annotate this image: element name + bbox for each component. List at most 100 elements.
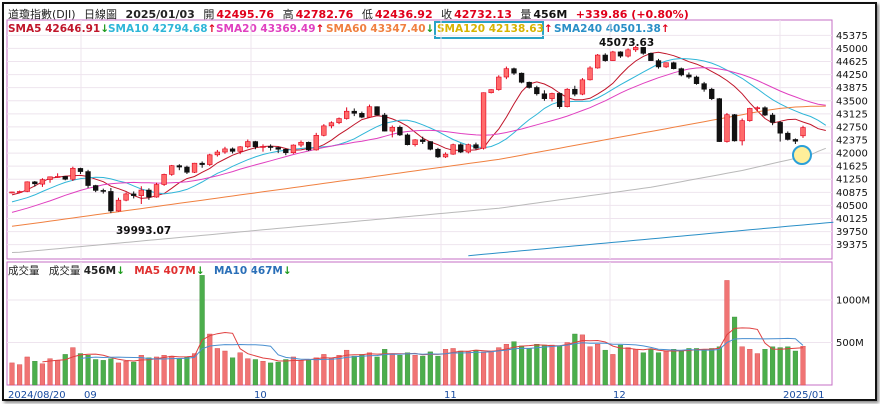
candle-body — [260, 146, 266, 148]
volume-bar — [663, 350, 669, 386]
candle-body — [678, 68, 684, 76]
close-value: 42732.13 — [454, 8, 512, 21]
candle-body — [24, 181, 30, 192]
legend-value: 42646.91 — [45, 23, 101, 35]
candle-body — [602, 54, 608, 61]
candle-body — [313, 134, 319, 151]
volume-bar — [77, 353, 84, 386]
sma120-highlight-box — [434, 21, 544, 39]
legend-label: SMA120 — [437, 23, 489, 35]
volume-bar — [519, 345, 525, 386]
volume-bar — [709, 348, 715, 386]
price-tick-label: 43125 — [836, 109, 868, 120]
legend-label: SMA5 — [8, 23, 46, 35]
volume-legend-label: 成交量 — [48, 265, 81, 277]
candle-body — [617, 51, 624, 57]
candle-body — [16, 191, 23, 193]
candle-body — [473, 144, 479, 149]
vol-ma10-label: MA10 — [213, 265, 248, 277]
change-value: +339.86 (+0.80%) — [575, 8, 689, 21]
price-tick-label: 43500 — [836, 96, 868, 107]
legend-label: SMA20 — [216, 23, 261, 35]
high-value: 42782.76 — [295, 8, 354, 21]
volume-bar — [686, 348, 692, 386]
volume-bar — [458, 350, 464, 386]
price-tick-label: 40125 — [836, 214, 868, 225]
period-label: 日線圖 — [84, 8, 118, 21]
candle-body — [77, 168, 84, 172]
candle-body — [762, 107, 768, 116]
volume-bar — [625, 347, 631, 386]
volume-bar — [480, 351, 487, 386]
candle-body — [526, 81, 532, 88]
candle-body — [800, 127, 806, 137]
price-tick-label: 40875 — [836, 188, 868, 199]
legend-sma5: SMA5 42646.91↓ — [8, 23, 109, 35]
candles — [9, 45, 806, 214]
price-tick-label: 39375 — [836, 240, 868, 251]
line-sma5 — [11, 51, 826, 199]
volume-bar — [275, 361, 281, 386]
volume-bar — [792, 350, 798, 386]
volume-ma-lines — [42, 327, 804, 363]
candle-body — [587, 67, 593, 81]
volume-bar — [800, 346, 806, 386]
volume-bar — [488, 350, 494, 386]
volume-bar — [328, 357, 335, 386]
price-tick-label: 42375 — [836, 136, 868, 147]
volume-bar — [549, 344, 555, 386]
volume-bar — [731, 316, 738, 386]
volume-bar — [427, 351, 433, 386]
volume-bars — [9, 275, 806, 386]
candle-body — [153, 184, 160, 198]
volume-bar — [62, 354, 68, 386]
candle-body — [693, 76, 700, 84]
price-tick-label: 42000 — [836, 149, 868, 160]
up-arrow-icon: ↑ — [315, 23, 325, 35]
volume-bar — [306, 359, 312, 386]
candle-body — [397, 126, 403, 136]
legend-value: 42138.63 — [488, 23, 544, 35]
volume-bar — [579, 334, 585, 386]
candle-body — [336, 118, 342, 124]
line-sma20 — [11, 67, 826, 213]
candle-body — [161, 174, 167, 185]
legend-value: 43369.49 — [260, 23, 316, 35]
volume-bar — [161, 355, 167, 386]
legend-sma20: SMA20 43369.49↑ — [216, 23, 324, 35]
candle-body — [731, 114, 738, 142]
legend-sma120: SMA120 42138.63↑ — [437, 23, 553, 35]
price-tick-label: 39750 — [836, 227, 868, 238]
volume-tick-label: 1000M — [836, 296, 870, 307]
vol-ma5-value: 407M — [163, 265, 196, 277]
candle-body — [245, 141, 251, 148]
volume-bar — [146, 357, 152, 386]
candle-body — [207, 154, 213, 165]
candle-body — [138, 189, 144, 196]
candle-body — [115, 199, 122, 212]
candle-body — [374, 106, 380, 116]
date-tick-label: 11 — [444, 390, 457, 401]
price-tick-label: 45375 — [836, 31, 868, 42]
volume-panel-border — [6, 261, 833, 386]
candle-body — [518, 72, 525, 83]
up-arrow-icon: ↑ — [207, 23, 217, 35]
candle-body — [754, 107, 761, 110]
volume-bar — [701, 349, 707, 386]
volume-bar — [465, 351, 471, 386]
volume-bar — [557, 345, 563, 386]
candle-body — [458, 144, 464, 153]
date-tick-label: 2025/01 — [783, 390, 825, 401]
volume-bar — [108, 358, 114, 386]
volume-bar — [17, 364, 23, 386]
down-arrow-icon: ↓ — [425, 23, 435, 35]
legend-sma60: SMA60 43347.40↓ — [326, 23, 434, 35]
volume-bar — [70, 347, 76, 386]
candle-body — [184, 166, 190, 173]
candle-body — [305, 141, 312, 151]
volume-bar — [230, 357, 236, 386]
legend-label: SMA60 — [326, 23, 371, 35]
volume-bar — [503, 344, 509, 386]
volume-bar — [283, 359, 289, 386]
